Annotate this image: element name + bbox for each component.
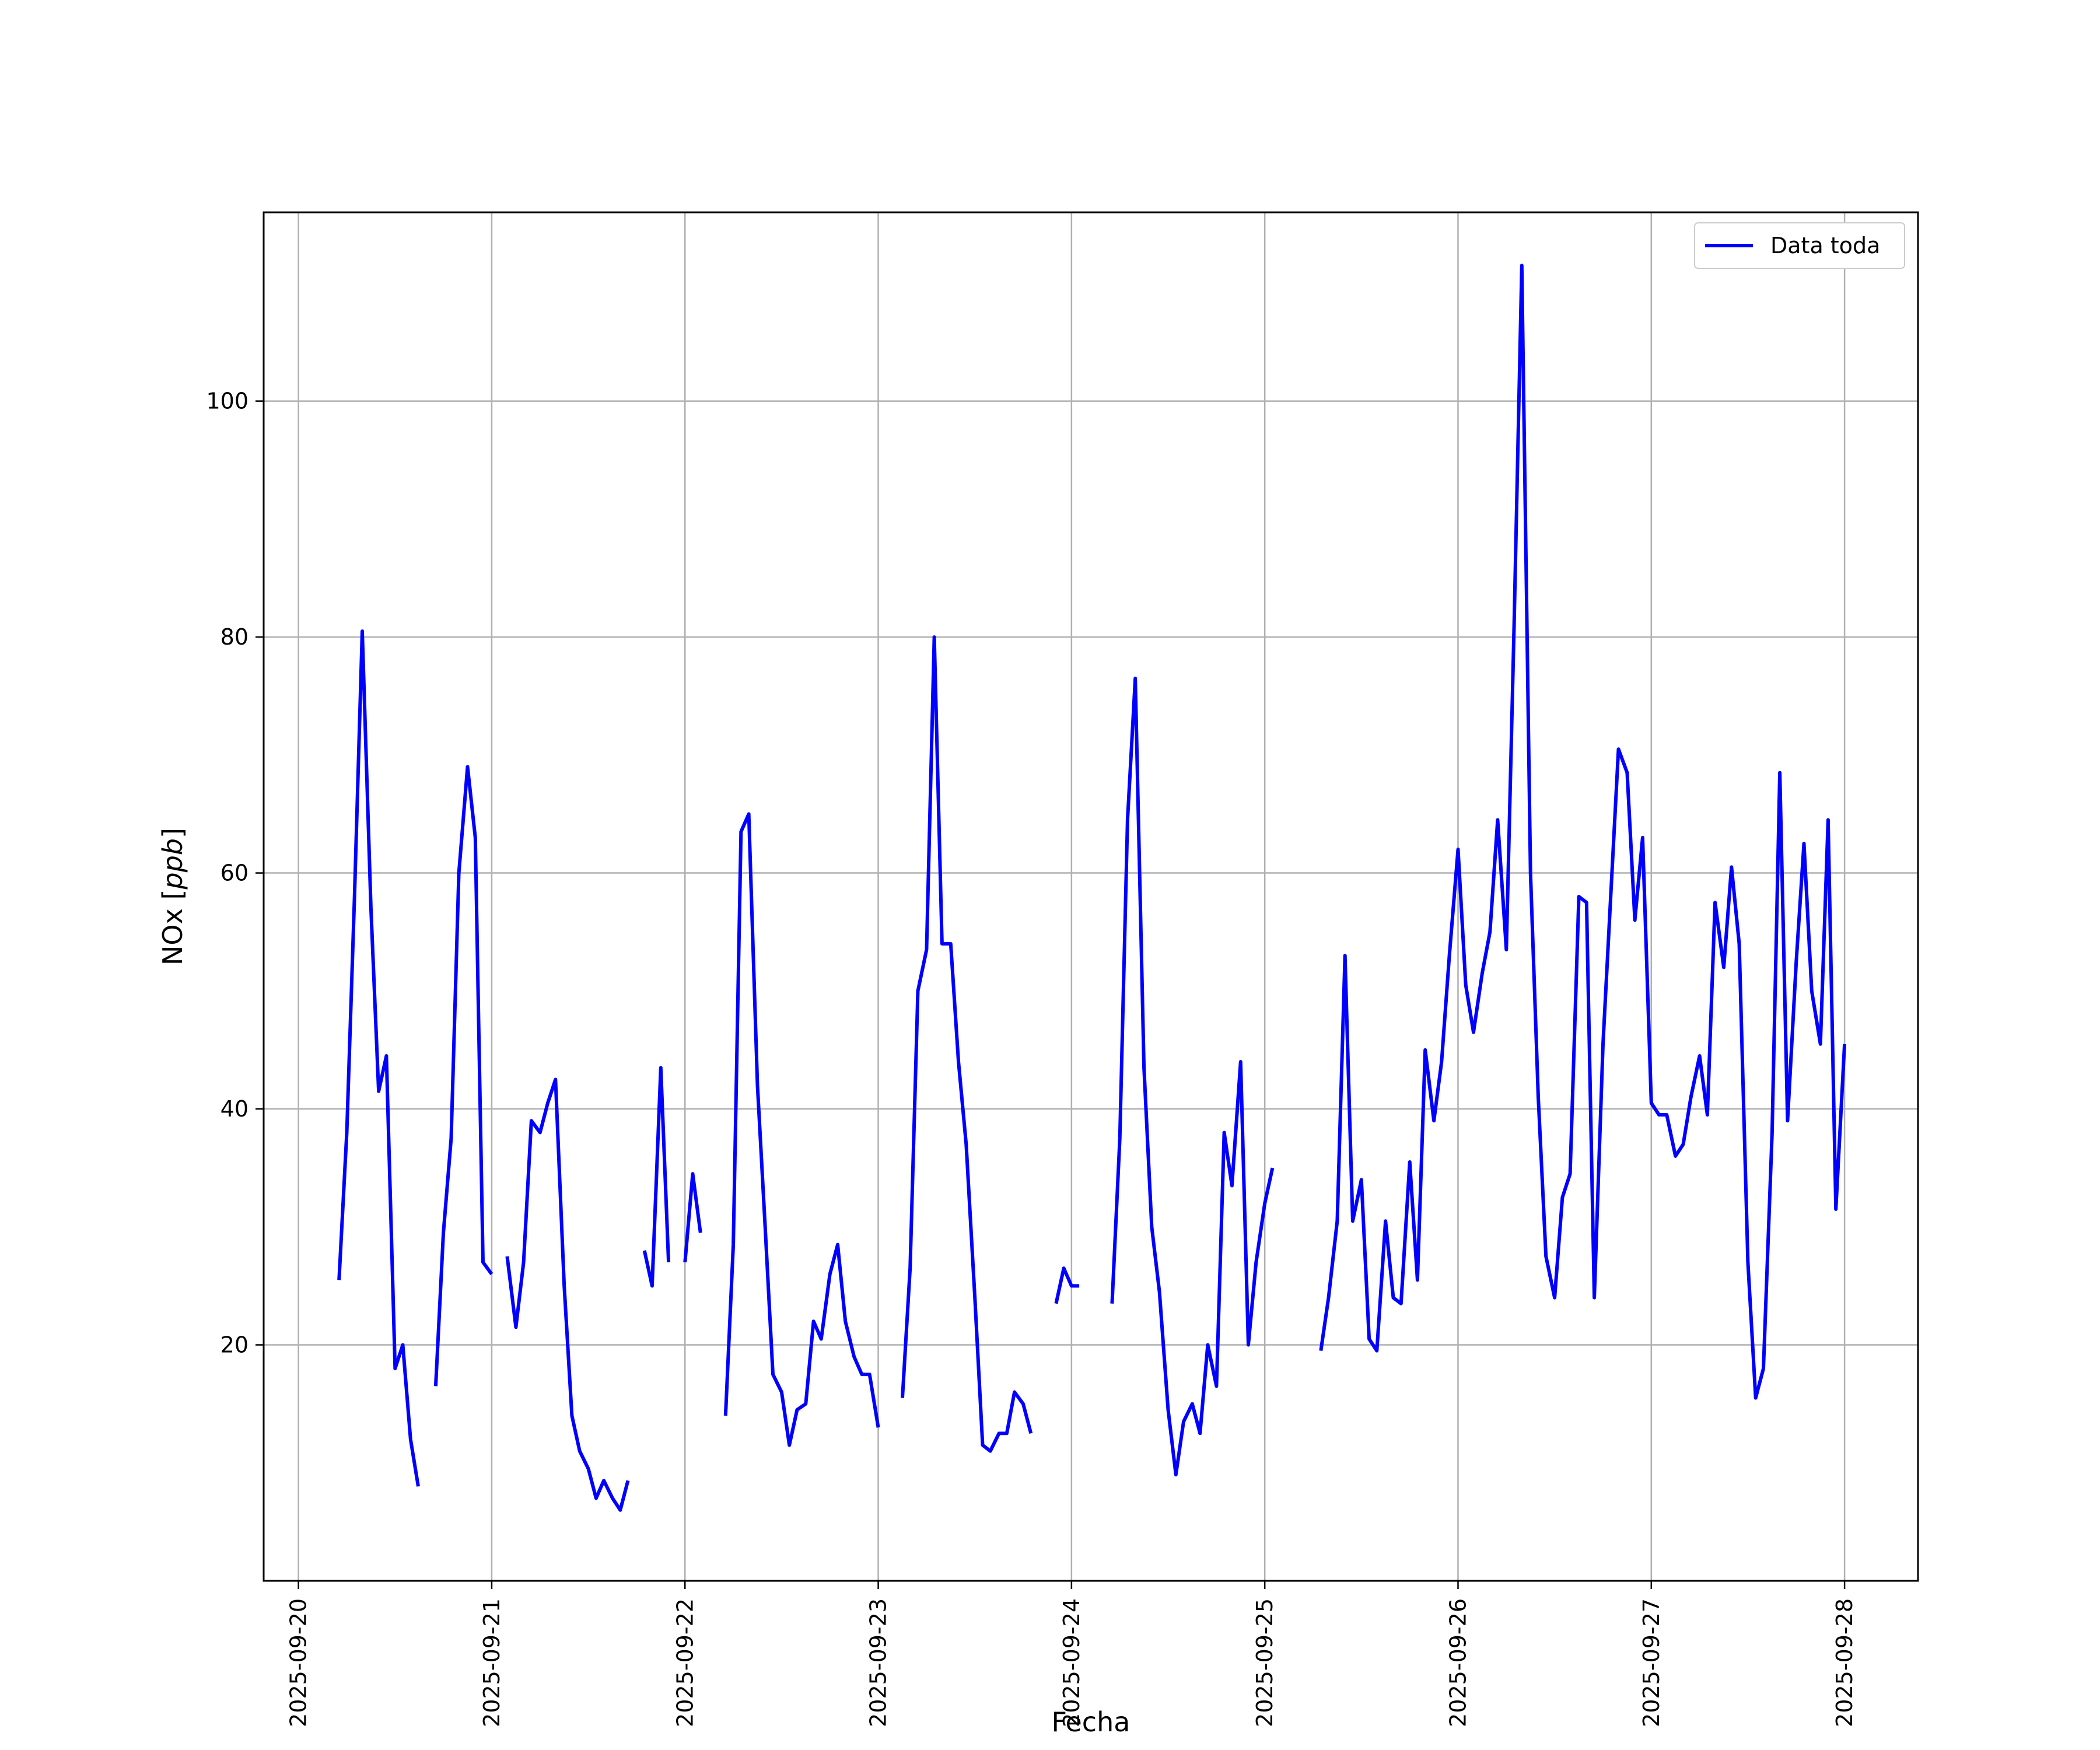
- legend-label-data-toda: Data toda: [1770, 233, 1880, 258]
- y-tick-label: 100: [206, 388, 249, 414]
- x-tick-label: 2025-09-25: [1252, 1598, 1278, 1727]
- x-tick-label: 2025-09-28: [1832, 1598, 1857, 1727]
- grid-lines: [264, 212, 1918, 1581]
- legend: Data toda: [1694, 222, 1905, 269]
- y-tick-label: 20: [220, 1332, 249, 1358]
- x-tick-label: 2025-09-26: [1445, 1598, 1471, 1727]
- x-tick-label: 2025-09-24: [1059, 1598, 1084, 1727]
- series-line-segment: [1110, 676, 1275, 1476]
- series-line-segment: [505, 1077, 630, 1512]
- x-tick-label: 2025-09-20: [286, 1598, 312, 1727]
- series-line-segment: [433, 765, 494, 1387]
- series-line-segment: [1054, 1266, 1080, 1304]
- x-tick-label: 2025-09-23: [866, 1598, 891, 1727]
- series-line-segment: [642, 1066, 671, 1288]
- plot-area-frame: [262, 211, 1919, 1582]
- series-line-segment: [901, 635, 1033, 1453]
- series-line-segment: [723, 812, 880, 1447]
- series-line-segment: [1319, 264, 1847, 1400]
- x-axis-title: Fecha: [1052, 1706, 1130, 1738]
- axis-ticks: 2025-09-20 2025-09-21 2025-09-22 2025-09-23…: [206, 388, 1857, 1727]
- series-data-toda: [337, 264, 1847, 1512]
- series-line-segment: [683, 1172, 702, 1263]
- y-axis-title: NOx [ppb]: [157, 828, 188, 965]
- y-tick-label: 40: [220, 1096, 249, 1122]
- y-axis-title-main: NOx: [157, 908, 188, 965]
- x-tick-label: 2025-09-22: [672, 1598, 698, 1727]
- y-tick-label: 60: [220, 860, 249, 886]
- x-tick-label: 2025-09-27: [1639, 1598, 1664, 1727]
- y-axis-title-unit: ppb: [157, 838, 188, 890]
- x-tick-label: 2025-09-21: [479, 1598, 505, 1727]
- series-line-segment: [337, 629, 420, 1487]
- legend-box: [1694, 222, 1905, 269]
- y-tick-label: 80: [220, 624, 249, 650]
